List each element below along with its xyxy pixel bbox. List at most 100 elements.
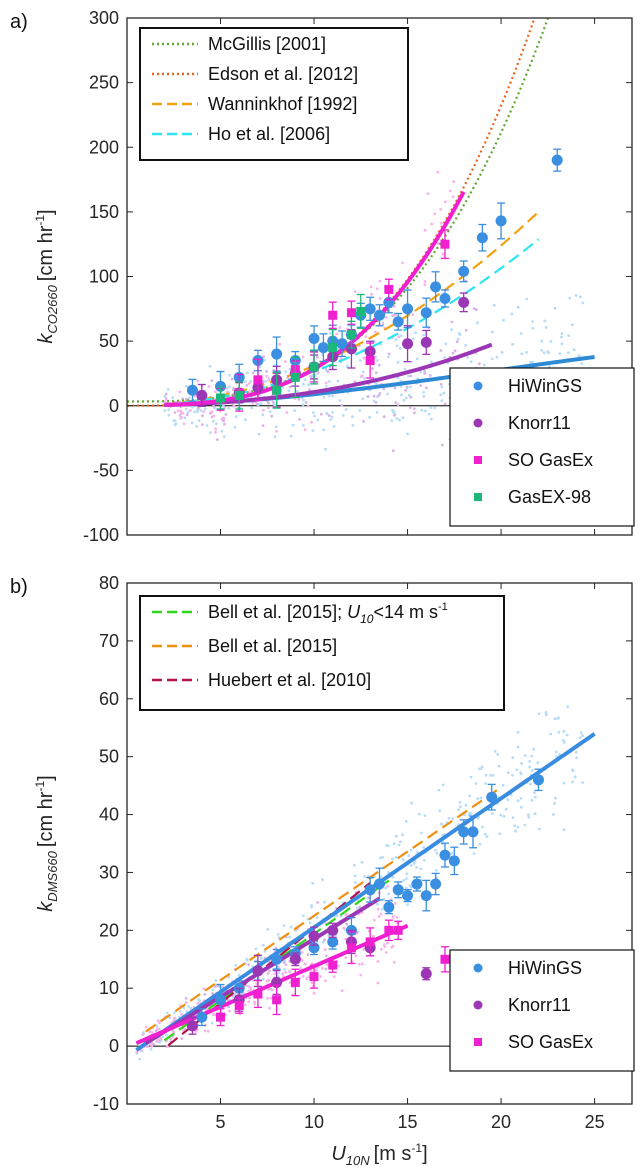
raw-data-point	[363, 376, 367, 380]
raw-data-point	[310, 420, 313, 424]
raw-data-point	[186, 410, 190, 414]
raw-data-point	[211, 1013, 215, 1016]
raw-data-point	[376, 907, 380, 911]
raw-data-point	[232, 404, 236, 408]
raw-data-point	[265, 374, 269, 378]
binned-point-so gasex	[290, 977, 300, 987]
raw-data-point	[439, 822, 443, 826]
binned-point-so gasex	[272, 995, 282, 1005]
raw-data-point	[375, 902, 379, 906]
raw-data-point	[301, 382, 305, 386]
raw-data-point	[377, 915, 381, 918]
raw-data-point	[327, 414, 331, 417]
raw-data-point	[320, 966, 324, 970]
raw-data-point	[332, 425, 336, 428]
raw-data-point	[184, 407, 188, 411]
raw-data-point	[355, 906, 359, 910]
raw-data-point	[315, 356, 319, 359]
binned-point-hiwings	[551, 154, 563, 166]
raw-data-point	[156, 1019, 160, 1023]
raw-data-point	[155, 1039, 159, 1043]
raw-data-point	[511, 773, 514, 777]
binned-point-knorr11	[327, 924, 339, 936]
raw-data-point	[142, 1032, 145, 1036]
legend-marker	[473, 1000, 483, 1010]
legend-line-label: Huebert et al. [2010]	[208, 670, 371, 690]
raw-data-point	[184, 1001, 188, 1004]
binned-point-hiwings	[215, 380, 227, 392]
binned-point-gasex-98	[234, 390, 244, 400]
raw-data-point	[212, 414, 216, 418]
y-tick-label: 150	[89, 202, 119, 222]
raw-data-point	[402, 879, 406, 882]
raw-data-point	[180, 1037, 184, 1040]
y-label-end: ]	[35, 775, 57, 781]
binned-point-so gasex	[365, 937, 375, 947]
legend-marker-label: Knorr11	[508, 995, 571, 1015]
raw-data-point	[428, 374, 432, 377]
raw-data-point	[374, 382, 378, 385]
raw-data-point	[211, 988, 215, 992]
panel-a: -100 -50 0 50 100 150 200 250 300 a) kCO2660 [cm hr…	[10, 8, 635, 545]
raw-data-point	[579, 731, 583, 734]
raw-data-point	[423, 280, 427, 283]
raw-data-point	[519, 772, 523, 776]
raw-data-point	[530, 769, 534, 773]
raw-data-point	[335, 914, 339, 917]
legend-marker-label: SO GasEx	[508, 1032, 593, 1052]
raw-data-point	[501, 783, 505, 787]
raw-data-point	[367, 896, 370, 900]
binned-point-hiwings	[374, 309, 385, 321]
raw-data-point	[311, 881, 314, 885]
raw-data-point	[562, 729, 566, 733]
raw-data-point	[284, 370, 288, 374]
raw-data-point	[455, 340, 459, 344]
raw-data-point	[230, 377, 234, 381]
raw-data-point	[217, 984, 221, 988]
raw-data-point	[247, 1000, 251, 1004]
raw-data-point	[227, 975, 231, 979]
raw-data-point	[278, 342, 282, 346]
raw-data-point	[542, 351, 546, 355]
raw-data-point	[234, 415, 238, 419]
raw-data-point	[554, 796, 557, 800]
raw-data-point	[203, 407, 207, 411]
raw-data-point	[475, 321, 479, 325]
raw-data-point	[299, 967, 303, 970]
raw-data-point	[305, 977, 309, 981]
raw-data-point	[383, 945, 387, 949]
raw-data-point	[391, 916, 395, 919]
raw-data-point	[419, 867, 423, 871]
raw-data-point	[276, 933, 280, 936]
raw-data-point	[319, 975, 323, 978]
raw-data-point	[214, 427, 218, 431]
raw-data-point	[412, 407, 416, 411]
raw-data-point	[516, 825, 520, 829]
y-tick-label: 0	[109, 1036, 119, 1056]
raw-data-point	[533, 795, 537, 799]
raw-data-point	[409, 374, 413, 378]
legend-line-label: Edson et al. [2012]	[208, 64, 358, 84]
raw-data-point	[353, 874, 357, 878]
raw-data-point	[287, 389, 291, 393]
raw-data-point	[391, 875, 395, 879]
raw-data-point	[420, 408, 424, 412]
raw-data-point	[214, 979, 218, 982]
raw-data-point	[405, 877, 408, 880]
raw-data-point	[247, 963, 251, 967]
raw-data-point	[210, 410, 214, 414]
raw-data-point	[358, 963, 361, 966]
raw-data-point	[394, 834, 398, 838]
raw-data-point	[190, 421, 194, 425]
raw-data-point	[377, 363, 381, 367]
raw-data-point	[423, 283, 427, 287]
raw-data-point	[173, 411, 177, 414]
axes-box	[126, 582, 633, 1105]
legend-marker	[473, 963, 483, 973]
binned-point-so gasex	[309, 972, 319, 982]
binned-point-hiwings	[308, 333, 320, 345]
raw-data-point	[498, 832, 502, 836]
raw-data-point	[323, 948, 327, 951]
raw-data-point	[220, 429, 224, 433]
raw-data-point	[490, 330, 494, 334]
